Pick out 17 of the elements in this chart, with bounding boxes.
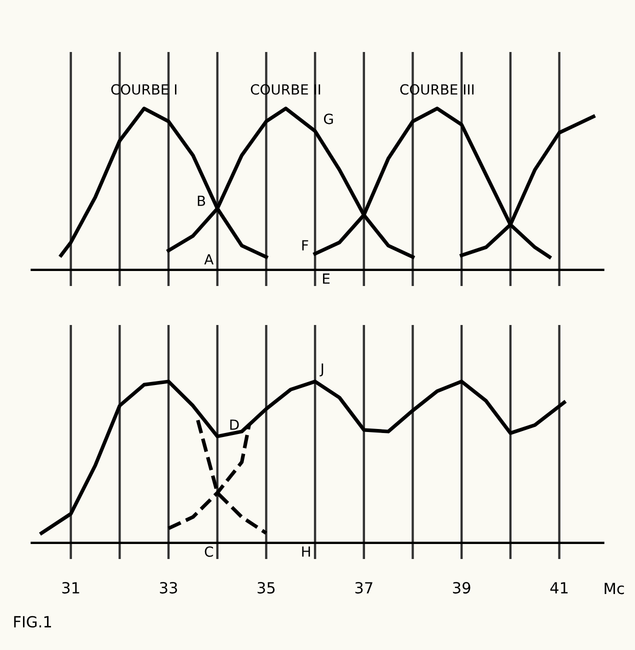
text: J <box>320 363 324 376</box>
text: C <box>204 546 214 557</box>
x-tick-label: 37 <box>355 582 372 594</box>
annotation: D <box>230 420 239 430</box>
annotation: A <box>204 254 214 264</box>
x-tick-label: 33 <box>160 582 178 594</box>
annotation: B <box>198 196 206 206</box>
x-tick-label: 35 <box>258 582 275 594</box>
text: H <box>302 546 310 557</box>
x-tick-label: 41 <box>550 582 568 594</box>
annotation: F <box>302 240 308 250</box>
x-tick-label: 31 <box>62 582 80 594</box>
text: E <box>323 274 330 284</box>
x-axis-title: Mc <box>604 582 624 594</box>
annotation: G <box>324 114 333 124</box>
caption: FIG.1 <box>14 616 51 628</box>
x-tick-label: 39 <box>453 582 470 594</box>
